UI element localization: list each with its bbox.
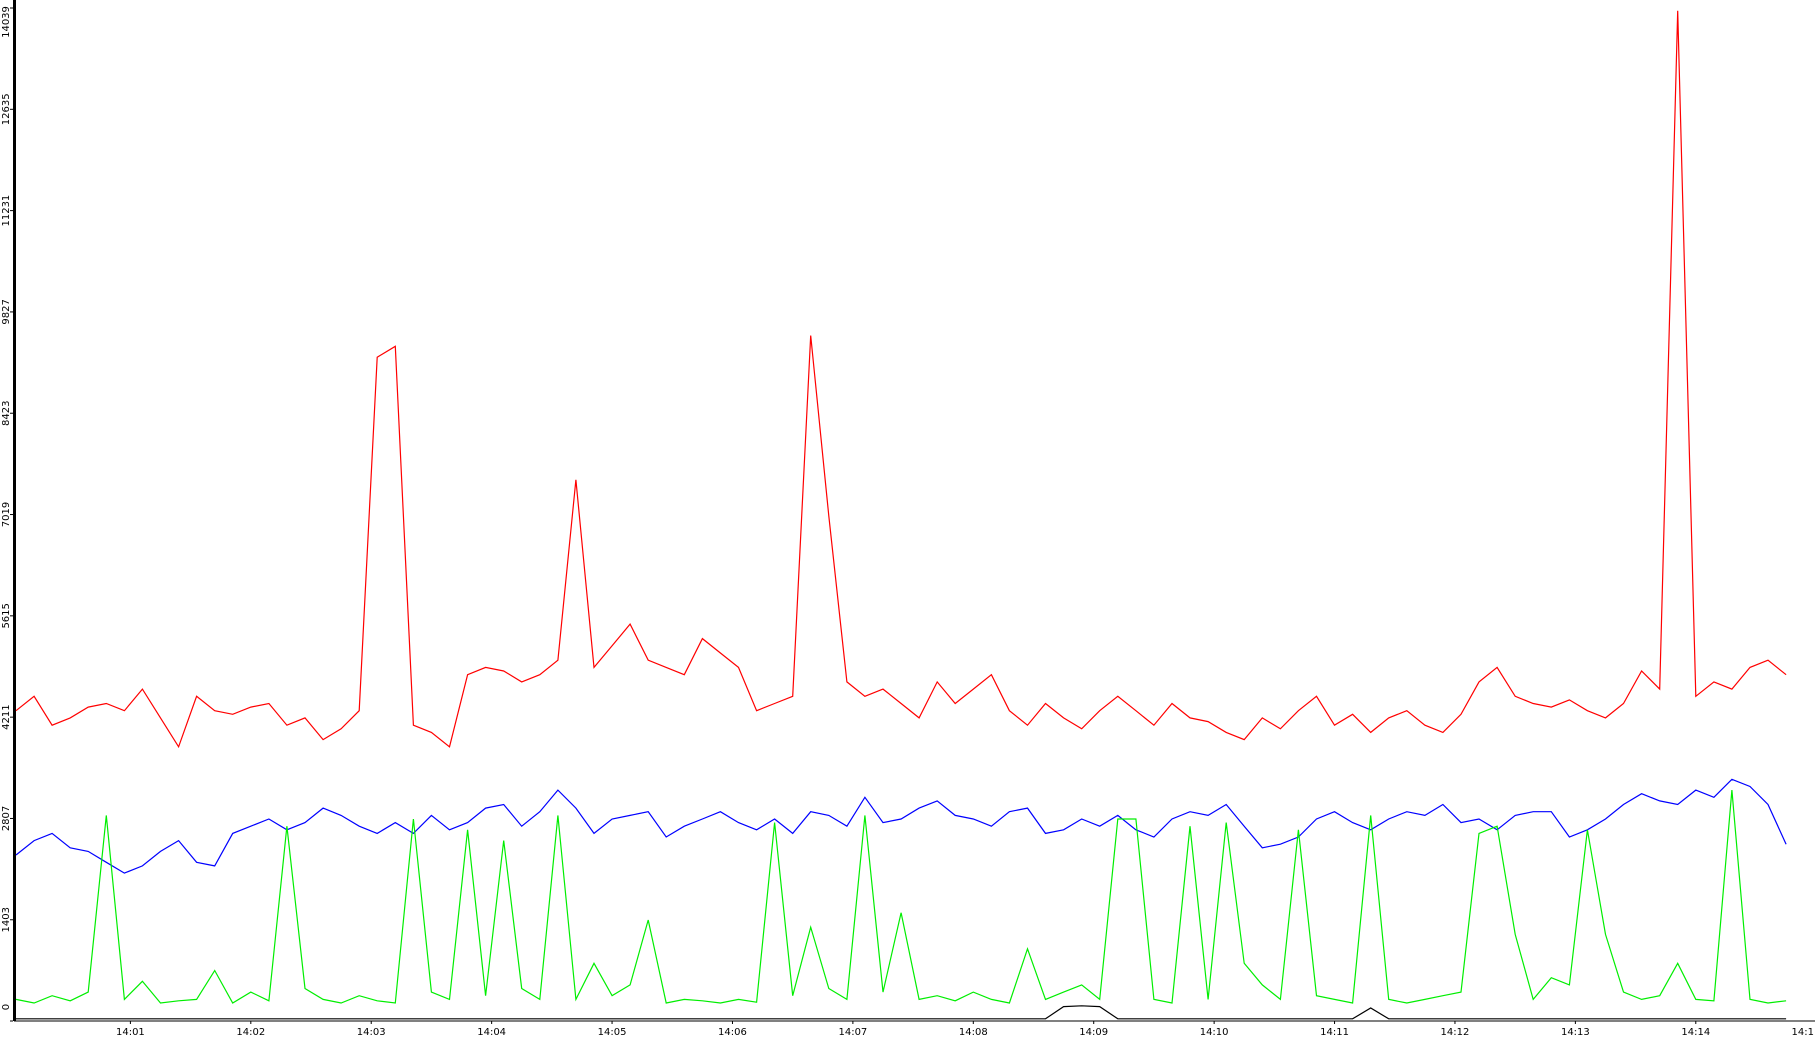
y-tick-label: 14039 xyxy=(1,6,12,38)
x-tick-label: 14:12 xyxy=(1441,1027,1470,1038)
x-tick-label: 14:09 xyxy=(1079,1027,1108,1038)
y-tick-label: 5615 xyxy=(1,603,12,628)
x-tick-label: 14:06 xyxy=(718,1027,747,1038)
x-tick-label: 14:08 xyxy=(959,1027,988,1038)
y-tick-label: 8423 xyxy=(1,401,12,426)
y-axis-bar xyxy=(13,0,16,1021)
x-tick-label: 14:11 xyxy=(1320,1027,1349,1038)
series-line xyxy=(16,1005,1787,1020)
y-tick-label: 11231 xyxy=(1,195,12,227)
x-tick-label: 14:05 xyxy=(598,1027,627,1038)
y-tick-label: 0 xyxy=(1,1004,12,1010)
y-tick-label: 4211 xyxy=(1,704,12,729)
x-tick-label: 14:02 xyxy=(236,1027,265,1038)
y-tick-label: 2807 xyxy=(1,806,12,831)
y-tick-label: 9827 xyxy=(1,299,12,324)
x-tick-label: 14:10 xyxy=(1200,1027,1229,1038)
x-tick-label: 14:03 xyxy=(357,1027,386,1038)
x-tick-label: 14:13 xyxy=(1561,1027,1590,1038)
y-tick-label: 1403 xyxy=(1,907,12,932)
x-tick-label: 14:01 xyxy=(116,1027,145,1038)
y-tick-label: 7019 xyxy=(1,502,12,527)
series-line xyxy=(15,10,1787,749)
y-tick-label: 12635 xyxy=(1,93,12,125)
series-line xyxy=(15,778,1787,874)
x-tick-label: 14:04 xyxy=(477,1027,506,1038)
x-tick-label: 14:14 xyxy=(1681,1027,1710,1038)
series-line xyxy=(15,790,1787,1004)
x-tick-label: 14:07 xyxy=(838,1027,867,1038)
x-tick-label: 14:1 xyxy=(1792,1027,1814,1038)
